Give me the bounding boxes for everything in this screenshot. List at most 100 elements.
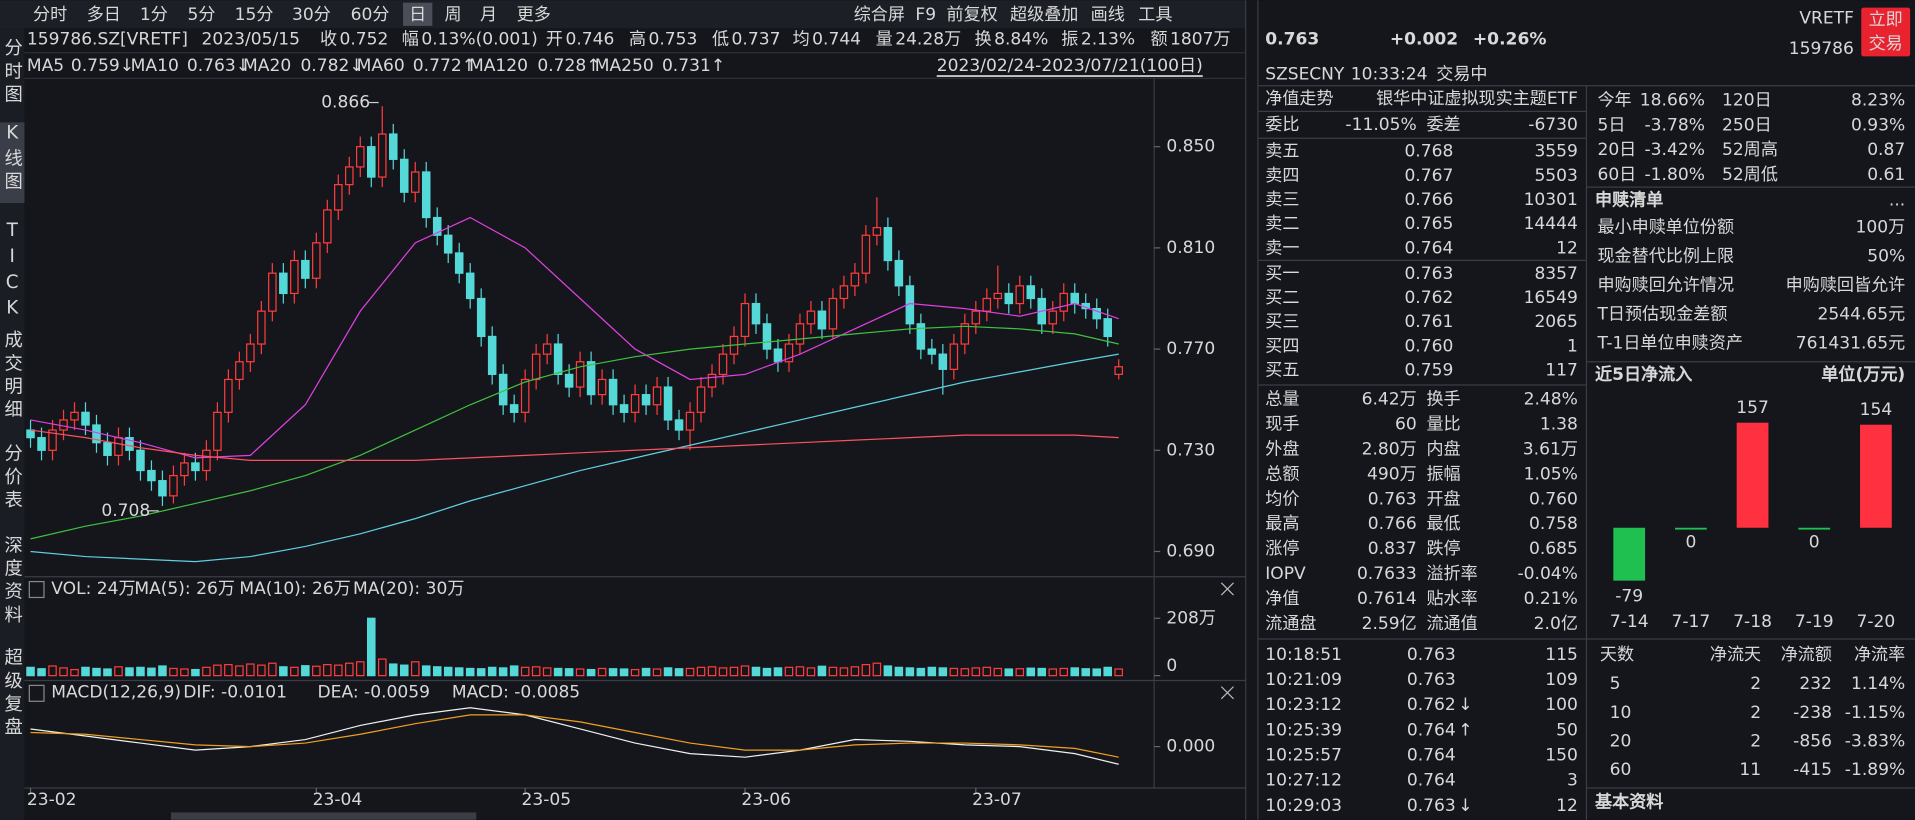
price-change-pct: +0.26% [1473, 29, 1547, 49]
candle-body [443, 234, 453, 254]
period-tab[interactable]: 60分 [351, 5, 390, 25]
sidebar-tab[interactable]: TICK [2, 220, 23, 324]
period-tab[interactable]: 日 [409, 5, 426, 25]
x-tick-label: 23-02 [27, 790, 77, 810]
volume-bar [235, 665, 244, 677]
volume-bar [564, 668, 574, 677]
book-label: 买一 [1265, 264, 1299, 284]
period-tab[interactable]: 30分 [292, 5, 331, 25]
period-tab[interactable]: 5分 [188, 5, 216, 25]
sidebar-active [0, 122, 25, 203]
volume-bar [70, 668, 79, 677]
tool-button[interactable]: F9 [915, 5, 936, 25]
trade-button-label[interactable]: 立即 [1869, 10, 1903, 30]
period-tab[interactable]: 周 [445, 5, 462, 25]
candle-body [465, 272, 475, 300]
x-tick-label: 7-14 [1610, 612, 1649, 632]
period-tab[interactable]: 15分 [235, 5, 274, 25]
field-label: 振 [1061, 29, 1078, 49]
volume-bar [894, 666, 904, 677]
volume-bar [125, 667, 134, 677]
help-icon[interactable] [28, 580, 45, 599]
y-tick-label: 0.690 [1166, 541, 1215, 561]
period-tab[interactable]: 分时 [33, 5, 67, 25]
x-tick-label: 7-19 [1795, 612, 1834, 632]
volume-bar [762, 667, 772, 677]
more-button[interactable]: ... [1889, 191, 1905, 211]
period-tab[interactable]: 月 [480, 5, 497, 25]
volume-bar [553, 667, 563, 677]
volume-bar [169, 667, 178, 677]
tool-button[interactable]: 综合屏 [854, 5, 905, 25]
return-value: 8.23% [1851, 90, 1905, 110]
table-cell: 60 [1610, 760, 1632, 780]
tool-button[interactable]: 画线 [1091, 5, 1125, 25]
date-range[interactable]: 2023/02/24-2023/07/21(100日) [937, 56, 1203, 76]
y-tick-label: 0.000 [1166, 737, 1215, 757]
tick-time: 10:21:09 [1265, 670, 1342, 690]
help-icon[interactable] [28, 684, 45, 702]
volume-bar [905, 667, 915, 677]
trade-button-label[interactable]: 交易 [1869, 34, 1903, 54]
ma-line [30, 325, 1119, 540]
field-label: 均 [793, 29, 810, 49]
subscription-label: 最小申赎单位份额 [1597, 217, 1734, 237]
ma-legend-name: MA60 [357, 56, 405, 76]
tool-button[interactable]: 超级叠加 [1010, 5, 1078, 25]
volume-bar [1059, 667, 1069, 677]
scrollbar[interactable] [170, 812, 477, 820]
subscription-label: 申购赎回允许情况 [1597, 276, 1734, 296]
candle-body [147, 469, 156, 482]
field-label: 额 [1150, 29, 1167, 49]
field-label: 收 [320, 29, 337, 49]
sidebar-tab[interactable]: 超级复盘 [2, 648, 23, 741]
candle-body [828, 297, 838, 330]
x-tick-label: 23-06 [741, 790, 791, 810]
sidebar-tab[interactable]: 成交明细 [2, 330, 23, 423]
volume-bar [619, 668, 629, 677]
stat-label: 跌停 [1426, 539, 1460, 559]
field-value: 8.84% [994, 29, 1048, 49]
book-volume: 1 [1567, 336, 1578, 356]
sidebar-tab[interactable]: 分时图 [2, 38, 23, 108]
sidebar-tab[interactable]: 深度资料 [2, 535, 23, 628]
stat-label: 流通值 [1426, 614, 1477, 634]
book-price: 0.764 [1404, 238, 1453, 258]
tool-button[interactable]: 前复权 [947, 5, 998, 25]
y-tick-label: 0.730 [1166, 440, 1215, 460]
bar [1613, 527, 1646, 581]
volume-bar [641, 667, 651, 677]
candle-body [762, 323, 772, 350]
tick-volume: 115 [1545, 645, 1578, 665]
tool-button[interactable]: 工具 [1138, 5, 1172, 25]
return-label: 250日 [1722, 115, 1772, 135]
volume-bar [301, 665, 310, 677]
period-tab[interactable]: 多日 [87, 5, 121, 25]
subscription-value: 50% [1867, 246, 1905, 266]
book-label: 卖五 [1265, 142, 1299, 162]
stat-label: 总量 [1265, 390, 1299, 410]
table-cell: -1.89% [1845, 760, 1905, 780]
section-title[interactable]: 基本资料 [1595, 792, 1663, 813]
candle-body [674, 419, 684, 431]
ma-legend-name: MA250 [595, 56, 654, 76]
bar [1860, 424, 1892, 528]
volume-bar [982, 666, 992, 677]
field-value: 0.753 [649, 29, 698, 49]
book-volume: 117 [1545, 361, 1578, 381]
close-icon[interactable] [1220, 686, 1234, 700]
close-icon[interactable] [1220, 582, 1234, 596]
y-tick-label: 0.770 [1166, 339, 1215, 359]
volume-bar [586, 668, 596, 677]
book-price: 0.766 [1404, 190, 1453, 210]
subscription-label: 现金替代比例上限 [1597, 246, 1734, 266]
sidebar-tab[interactable]: K线图 [2, 122, 23, 194]
candle-body [114, 437, 123, 456]
volume-bar [993, 667, 1003, 677]
trade-button[interactable] [1861, 7, 1911, 57]
period-tab[interactable]: 更多 [517, 5, 551, 25]
nav-link[interactable]: 净值走势 [1265, 89, 1333, 109]
price-change: +0.002 [1390, 29, 1458, 49]
period-tab[interactable]: 1分 [140, 5, 168, 25]
sidebar-tab[interactable]: 分价表 [2, 444, 23, 514]
